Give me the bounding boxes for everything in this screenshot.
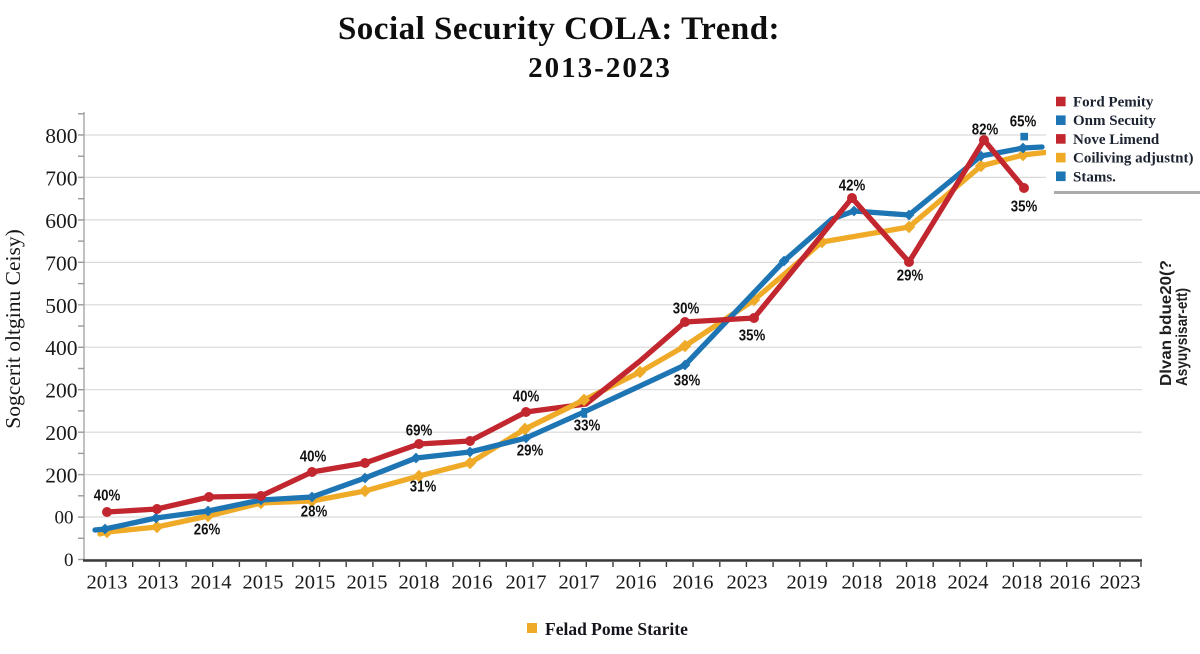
svg-text:500: 500	[45, 294, 77, 318]
svg-text:Dlvan bdue20(?: Dlvan bdue20(?	[1158, 260, 1175, 386]
svg-text:33%: 33%	[574, 418, 601, 435]
svg-text:2016: 2016	[1050, 572, 1091, 594]
svg-text:Onm Secuity: Onm Secuity	[1073, 113, 1156, 129]
svg-text:2013: 2013	[87, 572, 128, 594]
svg-text:29%: 29%	[517, 443, 544, 460]
svg-text:600: 600	[45, 209, 77, 233]
svg-text:2023: 2023	[727, 572, 768, 594]
svg-text:2013-2023: 2013-2023	[528, 52, 672, 84]
svg-text:2016: 2016	[452, 572, 493, 594]
svg-text:Social Security COLA: Trend:: Social Security COLA: Trend:	[338, 11, 780, 47]
svg-text:2015: 2015	[295, 572, 336, 594]
svg-text:65%: 65%	[1010, 114, 1037, 131]
svg-text:31%: 31%	[410, 479, 437, 496]
svg-text:35%: 35%	[1011, 199, 1038, 216]
svg-text:40%: 40%	[300, 449, 327, 466]
svg-text:42%: 42%	[839, 178, 866, 195]
svg-text:700: 700	[45, 166, 77, 190]
svg-text:200: 200	[45, 464, 77, 488]
svg-text:2018: 2018	[842, 572, 883, 594]
svg-text:00: 00	[55, 508, 74, 529]
svg-text:69%: 69%	[406, 423, 433, 440]
svg-text:Nove Limend: Nove Limend	[1073, 132, 1160, 148]
svg-text:2016: 2016	[673, 572, 714, 594]
svg-text:0: 0	[64, 550, 74, 571]
svg-text:38%: 38%	[674, 373, 701, 390]
svg-text:Ford Pemity: Ford Pemity	[1073, 95, 1154, 111]
svg-text:700: 700	[45, 251, 77, 275]
svg-text:2018: 2018	[399, 572, 440, 594]
svg-text:2024: 2024	[948, 572, 989, 594]
svg-text:800: 800	[45, 124, 77, 148]
svg-text:200: 200	[45, 379, 77, 403]
svg-text:400: 400	[45, 336, 77, 360]
svg-text:Felad Pome Starite: Felad Pome Starite	[545, 619, 688, 639]
svg-text:2018: 2018	[1002, 572, 1043, 594]
svg-text:2014: 2014	[191, 572, 232, 594]
svg-text:200: 200	[45, 421, 77, 445]
svg-text:2017: 2017	[506, 572, 547, 594]
svg-text:2019: 2019	[787, 572, 828, 594]
svg-text:40%: 40%	[94, 488, 121, 505]
svg-text:40%: 40%	[513, 389, 540, 406]
svg-text:26%: 26%	[194, 522, 221, 539]
svg-text:29%: 29%	[897, 268, 924, 285]
svg-text:2018: 2018	[896, 572, 937, 594]
svg-text:Stams.: Stams.	[1073, 169, 1116, 185]
svg-text:2017: 2017	[559, 572, 600, 594]
svg-text:2013: 2013	[138, 572, 179, 594]
svg-text:2016: 2016	[616, 572, 657, 594]
svg-text:2015: 2015	[243, 572, 284, 594]
svg-text:2023: 2023	[1100, 572, 1141, 594]
svg-text:82%: 82%	[972, 122, 999, 139]
svg-text:28%: 28%	[301, 504, 328, 521]
svg-text:30%: 30%	[673, 301, 700, 318]
svg-text:Asyuysisar-ett): Asyuysisar-ett)	[1174, 288, 1191, 386]
svg-text:Sogcerit oltginu Ceisy): Sogcerit oltginu Ceisy)	[1, 229, 25, 428]
svg-text:Coiliving adjustnt): Coiliving adjustnt)	[1073, 151, 1193, 167]
svg-text:35%: 35%	[739, 328, 766, 345]
svg-text:2015: 2015	[347, 572, 388, 594]
